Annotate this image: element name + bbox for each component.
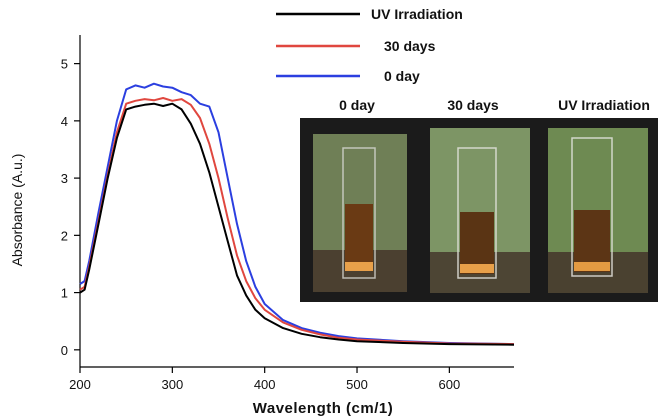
x-axis-label: Wavelength (cm/1) — [253, 400, 393, 417]
y-tick-label: 5 — [61, 57, 68, 72]
axes — [79, 35, 514, 368]
cuvette-photo-inset — [300, 118, 658, 302]
y-tick-label: 2 — [61, 228, 68, 243]
x-tick-label: 400 — [254, 377, 276, 392]
x-tick-label: 200 — [69, 377, 91, 392]
photo-label-30-days: 30 days — [447, 97, 499, 113]
legend-label-1: 30 days — [384, 38, 436, 54]
legend-label-0: UV Irradiation — [371, 6, 463, 22]
y-axis-label: Absorbance (A.u.) — [9, 154, 25, 267]
x-ticks: 200 300 400 500 600 — [69, 367, 460, 392]
x-tick-label: 300 — [161, 377, 183, 392]
y-tick-label: 0 — [61, 343, 68, 358]
legend: UV Irradiation 30 days 0 day — [276, 6, 463, 84]
photo-uv-irradiation — [548, 128, 648, 293]
photo-label-uv-irradiation: UV Irradiation — [558, 97, 650, 113]
series-line-0-day — [79, 82, 515, 346]
series-line-30-days — [79, 97, 515, 346]
series-lines — [79, 82, 515, 346]
y-ticks: 0 1 2 3 4 5 — [61, 57, 80, 358]
y-tick-label: 4 — [61, 114, 68, 129]
y-tick-label: 1 — [61, 286, 68, 301]
series-line-uv-irradiation — [79, 102, 515, 346]
y-tick-label: 3 — [61, 171, 68, 186]
photo-label-0-day: 0 day — [339, 97, 375, 113]
x-tick-label: 500 — [346, 377, 368, 392]
legend-label-2: 0 day — [384, 68, 420, 84]
inset-labels: 0 day 30 days UV Irradiation — [339, 97, 650, 113]
x-tick-label: 600 — [439, 377, 461, 392]
photo-30-days — [430, 128, 530, 293]
photo-0-day — [313, 134, 407, 292]
